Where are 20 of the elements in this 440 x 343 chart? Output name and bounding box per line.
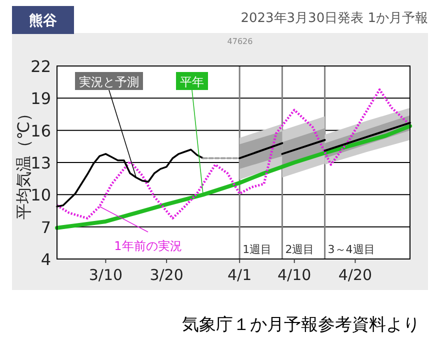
x-tick-label: 4/10 xyxy=(278,266,312,284)
y-axis-title: 平均気温（℃） xyxy=(14,106,33,220)
x-tick-label: 4/20 xyxy=(338,266,372,284)
ref-line-label: 3～4週目 xyxy=(328,243,375,256)
y-tick-label: 22 xyxy=(30,57,51,76)
ref-line-label: 1週目 xyxy=(242,243,272,256)
x-tick-label: 3/10 xyxy=(88,266,123,284)
y-tick-label: 16 xyxy=(30,121,51,140)
y-tick-label: 19 xyxy=(30,89,51,108)
chart-title: 熊谷 xyxy=(29,12,58,29)
y-tick-label: 7 xyxy=(40,218,51,237)
y-tick-label: 4 xyxy=(40,250,51,269)
y-tick-label: 13 xyxy=(30,154,51,172)
chart-subtitle: 2023年3月30日発表 1か月予報 xyxy=(240,11,428,26)
y-tick-label: 10 xyxy=(30,186,51,205)
ref-line-label: 2週目 xyxy=(285,243,314,256)
text: 47626 xyxy=(227,37,253,46)
x-tick-label: 3/20 xyxy=(150,266,184,284)
x-tick-label: 4/1 xyxy=(228,266,252,284)
text: 気象庁１か月予報参考資料より xyxy=(182,315,420,335)
